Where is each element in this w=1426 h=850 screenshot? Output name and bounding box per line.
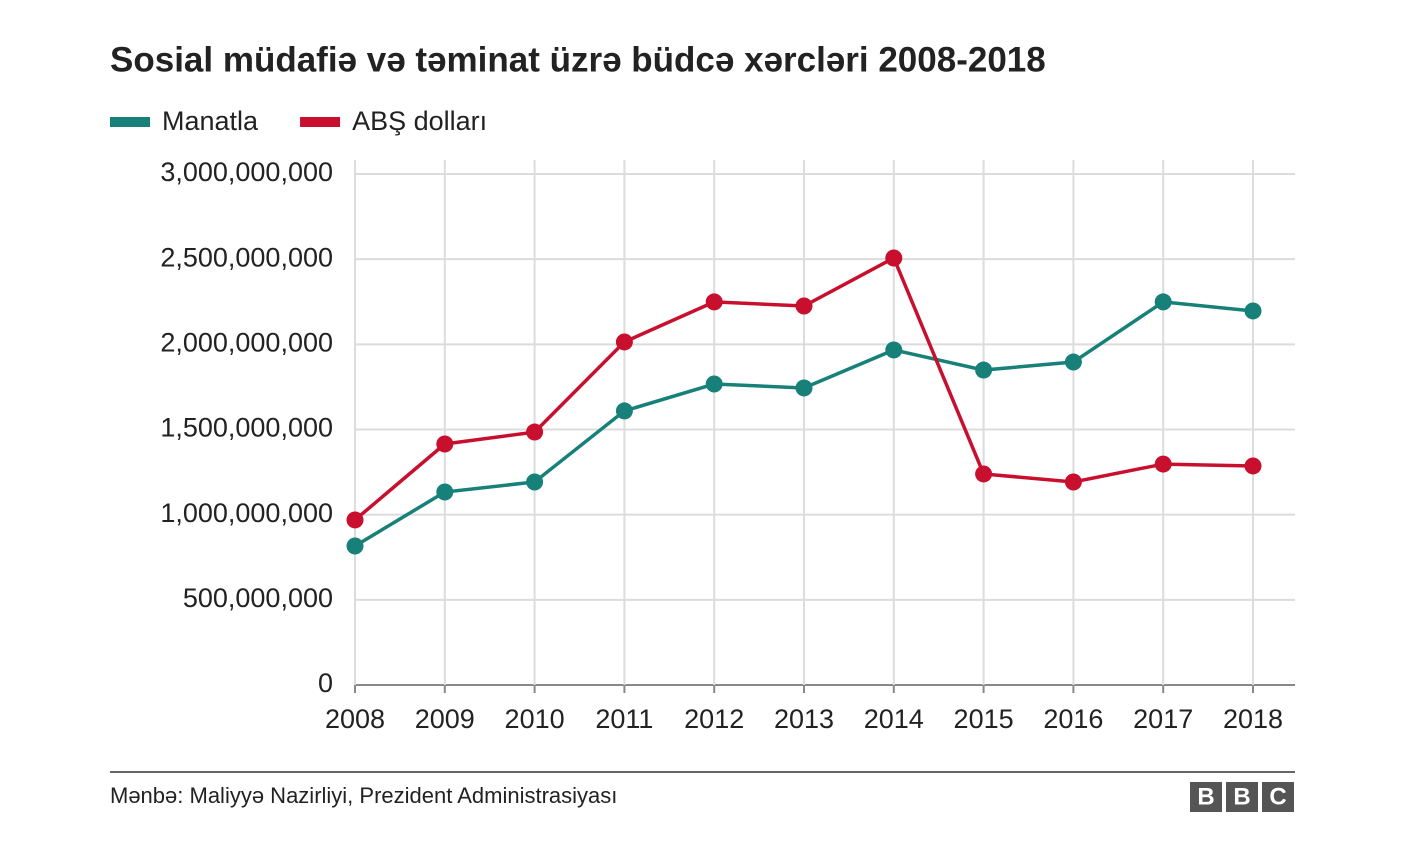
data-point: [1154, 455, 1172, 473]
data-point: [705, 293, 723, 311]
y-tick-label: 3,000,000,000: [160, 157, 333, 187]
data-point: [705, 375, 723, 393]
logo-box: [1226, 782, 1258, 812]
x-tick-label: 2014: [864, 704, 924, 734]
chart-title: Sosial müdafiə və təminat üzrə büdcə xər…: [110, 40, 1046, 79]
legend-swatch: [300, 117, 341, 127]
y-tick-label: 500,000,000: [183, 583, 333, 613]
data-point: [975, 465, 993, 483]
data-point: [436, 435, 454, 453]
logo-letter: B: [1197, 783, 1214, 810]
data-point: [346, 537, 364, 555]
x-tick-label: 2016: [1043, 704, 1103, 734]
x-tick-label: 2009: [415, 704, 475, 734]
data-point: [615, 333, 633, 351]
data-point: [975, 361, 993, 379]
x-tick-label: 2017: [1133, 704, 1193, 734]
data-point: [1154, 293, 1172, 311]
data-point: [885, 249, 903, 267]
logo-letter: B: [1233, 783, 1250, 810]
legend-label: ABŞ dolları: [352, 106, 487, 136]
y-tick-label: 2,500,000,000: [160, 242, 333, 272]
data-point: [526, 423, 544, 441]
x-tick-label: 2015: [954, 704, 1014, 734]
x-tick-label: 2012: [684, 704, 744, 734]
y-tick-label: 0: [318, 668, 333, 698]
data-point: [1244, 457, 1262, 475]
data-point: [1064, 473, 1082, 491]
data-point: [526, 473, 544, 491]
legend-swatch: [110, 117, 150, 127]
data-point: [885, 341, 903, 359]
logo-box: [1190, 782, 1222, 812]
data-point: [1064, 353, 1082, 371]
data-point: [795, 297, 813, 315]
data-point: [436, 483, 454, 501]
x-tick-label: 2011: [595, 704, 653, 734]
data-point: [346, 511, 364, 529]
source: Mənbə: Maliyyə Nazirliyi, Prezident Admi…: [110, 783, 617, 808]
legend-label: Manatla: [162, 106, 259, 136]
x-tick-label: 2008: [325, 704, 385, 734]
data-point: [1244, 302, 1262, 320]
data-point: [795, 379, 813, 397]
y-tick-label: 1,000,000,000: [160, 498, 333, 528]
y-tick-label: 1,500,000,000: [160, 413, 333, 443]
y-tick-label: 2,000,000,000: [160, 327, 333, 357]
logo-box: [1262, 782, 1294, 812]
x-tick-label: 2018: [1223, 704, 1283, 734]
logo-letter: C: [1269, 783, 1286, 810]
x-tick-label: 2010: [505, 704, 565, 734]
x-tick-label: 2013: [774, 704, 834, 734]
data-point: [615, 402, 633, 420]
